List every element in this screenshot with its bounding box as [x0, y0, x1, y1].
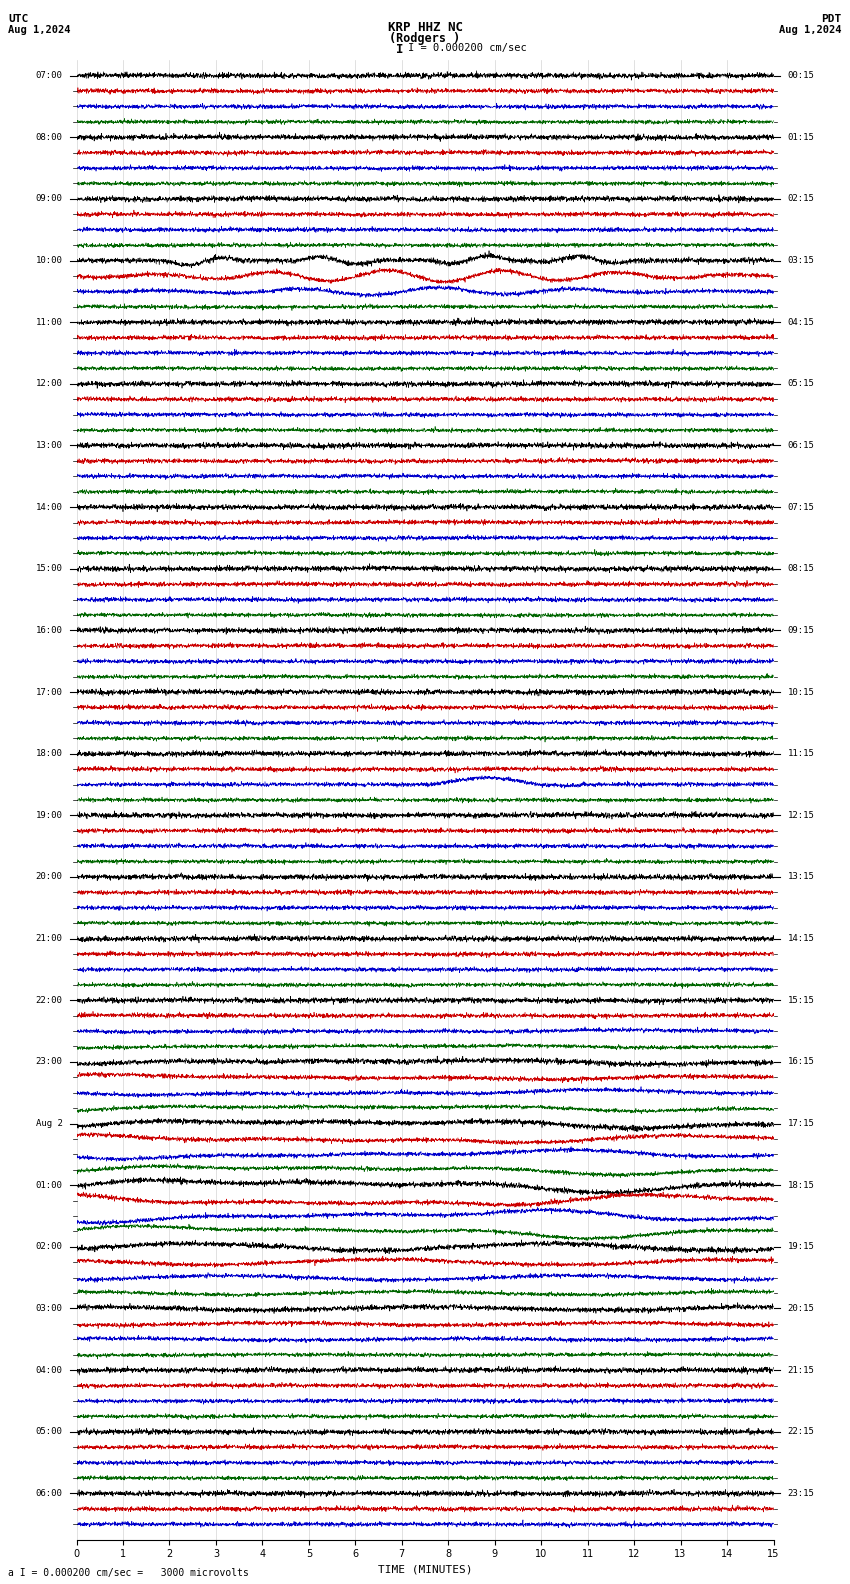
- Text: 15:00: 15:00: [36, 564, 63, 573]
- Text: 05:00: 05:00: [36, 1427, 63, 1437]
- Text: 21:00: 21:00: [36, 935, 63, 942]
- Text: 11:15: 11:15: [787, 749, 814, 759]
- Text: KRP HHZ NC: KRP HHZ NC: [388, 21, 462, 35]
- Text: 16:00: 16:00: [36, 626, 63, 635]
- Text: 09:15: 09:15: [787, 626, 814, 635]
- Text: 22:15: 22:15: [787, 1427, 814, 1437]
- Text: 20:00: 20:00: [36, 873, 63, 881]
- Text: 18:00: 18:00: [36, 749, 63, 759]
- Text: 02:15: 02:15: [787, 195, 814, 203]
- Text: 07:15: 07:15: [787, 502, 814, 512]
- Text: 14:15: 14:15: [787, 935, 814, 942]
- Text: Aug 2: Aug 2: [36, 1118, 63, 1128]
- Text: 17:15: 17:15: [787, 1118, 814, 1128]
- Text: 06:15: 06:15: [787, 440, 814, 450]
- Text: 13:15: 13:15: [787, 873, 814, 881]
- Text: 15:15: 15:15: [787, 996, 814, 1004]
- Text: 08:00: 08:00: [36, 133, 63, 141]
- Text: 18:15: 18:15: [787, 1180, 814, 1190]
- Text: Aug 1,2024: Aug 1,2024: [779, 25, 842, 35]
- Text: 14:00: 14:00: [36, 502, 63, 512]
- Text: 20:15: 20:15: [787, 1304, 814, 1313]
- Text: 13:00: 13:00: [36, 440, 63, 450]
- Text: PDT: PDT: [821, 14, 842, 24]
- Text: 00:15: 00:15: [787, 71, 814, 81]
- Text: 10:15: 10:15: [787, 687, 814, 697]
- Text: (Rodgers ): (Rodgers ): [389, 32, 461, 46]
- Text: 12:15: 12:15: [787, 811, 814, 821]
- Text: 17:00: 17:00: [36, 687, 63, 697]
- X-axis label: TIME (MINUTES): TIME (MINUTES): [377, 1565, 473, 1574]
- Text: 23:15: 23:15: [787, 1489, 814, 1498]
- Text: 10:00: 10:00: [36, 257, 63, 265]
- Text: 02:00: 02:00: [36, 1242, 63, 1251]
- Text: 19:15: 19:15: [787, 1242, 814, 1251]
- Text: 06:00: 06:00: [36, 1489, 63, 1498]
- Text: 01:15: 01:15: [787, 133, 814, 141]
- Text: 08:15: 08:15: [787, 564, 814, 573]
- Text: 12:00: 12:00: [36, 379, 63, 388]
- Text: Aug 1,2024: Aug 1,2024: [8, 25, 71, 35]
- Text: 01:00: 01:00: [36, 1180, 63, 1190]
- Text: I: I: [396, 43, 403, 55]
- Text: 16:15: 16:15: [787, 1058, 814, 1066]
- Text: I = 0.000200 cm/sec: I = 0.000200 cm/sec: [408, 43, 527, 52]
- Text: 11:00: 11:00: [36, 318, 63, 326]
- Text: 04:15: 04:15: [787, 318, 814, 326]
- Text: UTC: UTC: [8, 14, 29, 24]
- Text: 05:15: 05:15: [787, 379, 814, 388]
- Text: 03:15: 03:15: [787, 257, 814, 265]
- Text: a I = 0.000200 cm/sec =   3000 microvolts: a I = 0.000200 cm/sec = 3000 microvolts: [8, 1568, 249, 1578]
- Text: 03:00: 03:00: [36, 1304, 63, 1313]
- Text: 23:00: 23:00: [36, 1058, 63, 1066]
- Text: 07:00: 07:00: [36, 71, 63, 81]
- Text: 04:00: 04:00: [36, 1365, 63, 1375]
- Text: 21:15: 21:15: [787, 1365, 814, 1375]
- Text: 22:00: 22:00: [36, 996, 63, 1004]
- Text: 09:00: 09:00: [36, 195, 63, 203]
- Text: 19:00: 19:00: [36, 811, 63, 821]
